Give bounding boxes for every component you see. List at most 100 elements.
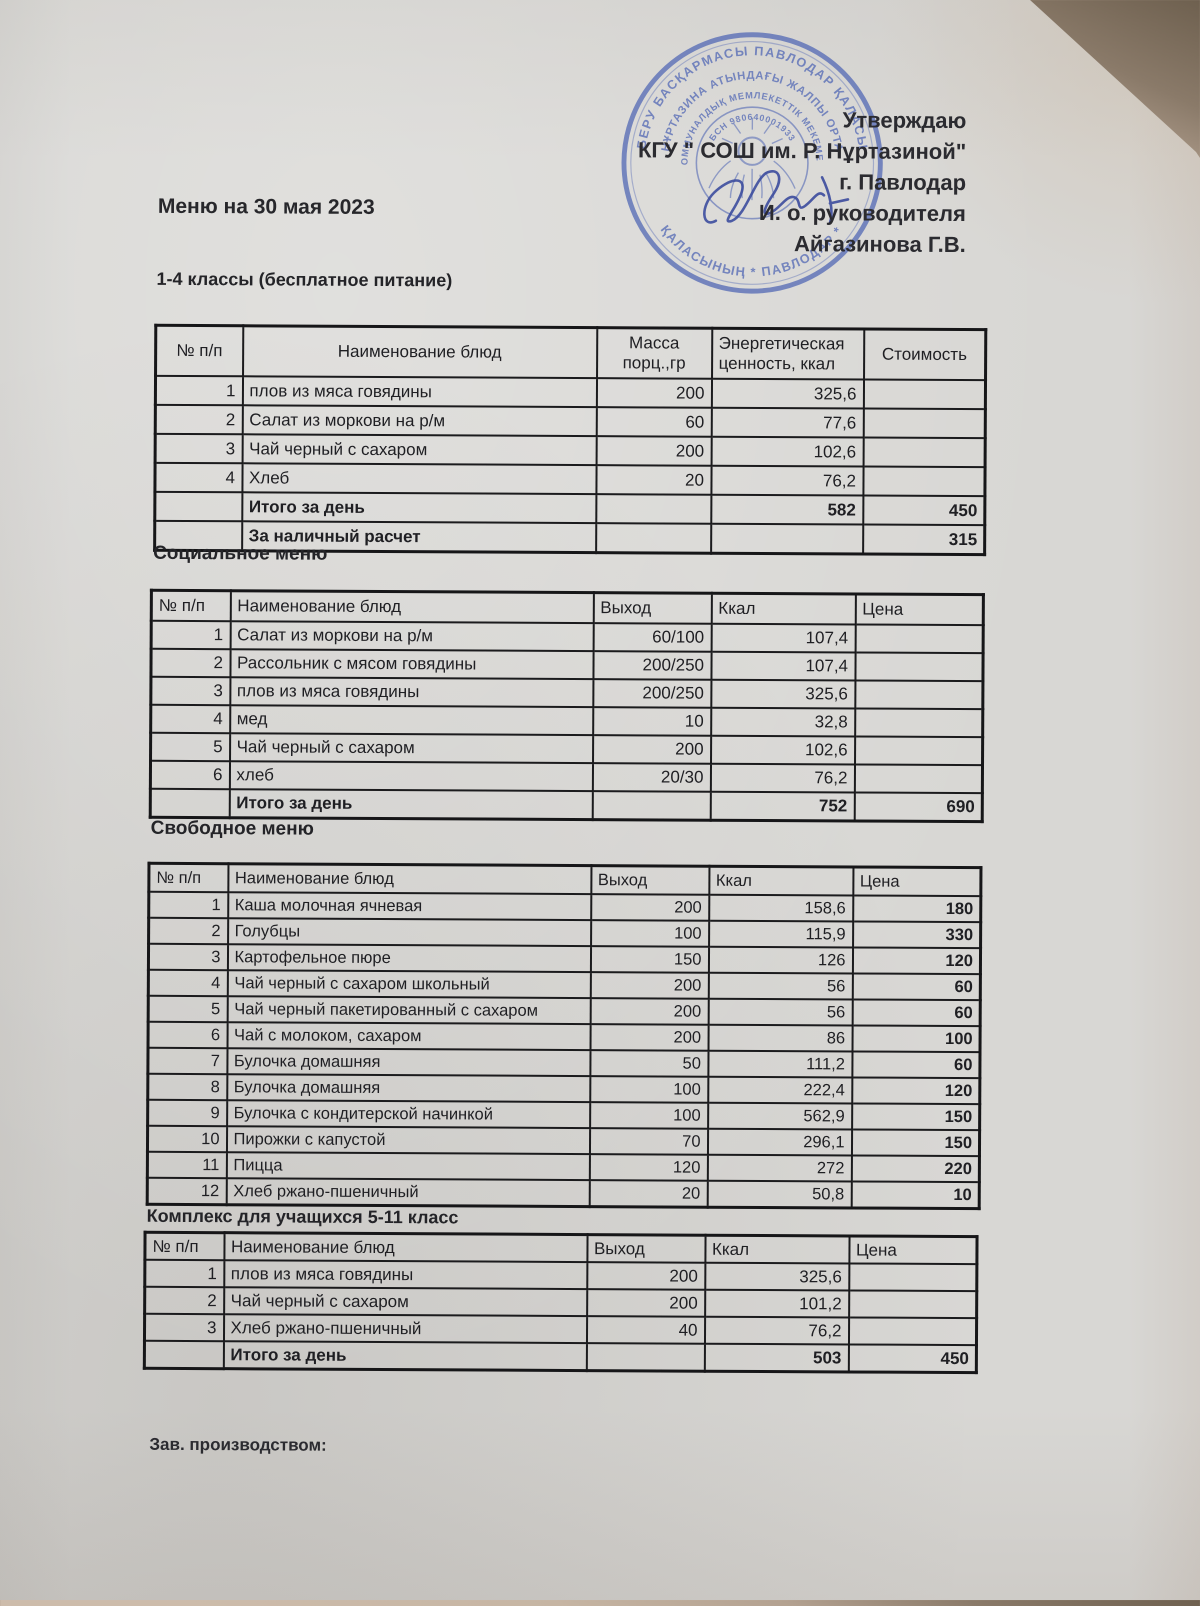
table-cell: 150 <box>590 946 709 973</box>
table-cell <box>855 624 984 654</box>
table-cell: 60 <box>852 999 981 1027</box>
approval-block: Утверждаю КГУ " СОШ им. Р. Нұртазиной" г… <box>637 103 967 260</box>
table-cell: Салат из моркови на р/м <box>242 405 597 437</box>
stamp-emblem <box>708 117 796 201</box>
table-cell: 32,8 <box>710 707 855 737</box>
column-header: Энергетическая ценность, ккал <box>711 328 864 380</box>
table-cell: 150 <box>851 1103 980 1131</box>
table-cell: 115,9 <box>708 920 853 948</box>
column-header: № п/п <box>148 863 228 893</box>
table-cell: 150 <box>851 1129 980 1157</box>
signature-ink <box>703 170 850 225</box>
table-cell: 77,6 <box>711 407 864 438</box>
table-cell: плов из мяса говядины <box>242 376 597 408</box>
table-cell: 120 <box>589 1154 708 1181</box>
table-cell: 450 <box>862 495 985 526</box>
table-cell: 70 <box>589 1128 708 1155</box>
table-cell: 272 <box>707 1154 852 1182</box>
page-title: Меню на 30 мая 2023 <box>157 194 375 219</box>
table-cell: Чай черный пакетированный с сахаром <box>227 996 591 1025</box>
table-cell: 200 <box>596 436 712 466</box>
table-cell: Хлеб ржано-пшеничный <box>226 1178 590 1207</box>
table-cell: 2 <box>144 1286 224 1315</box>
table-cell <box>595 523 711 554</box>
section-title: Комплекс для учащихся 5-11 класс <box>146 1205 459 1228</box>
table-cell: 5 <box>150 732 230 762</box>
table-cell: 56 <box>708 998 853 1026</box>
table-cell <box>863 379 986 410</box>
table-row: 1 плов из мяса говядины 200 325,6 <box>155 375 986 410</box>
table-cell: 200 <box>590 972 709 999</box>
table-cell: 100 <box>589 1102 708 1129</box>
table-cell: 60 <box>596 407 712 437</box>
table-cell: 102,6 <box>711 436 864 467</box>
table-cell: 1 <box>148 891 228 919</box>
table-cell: 315 <box>862 524 985 555</box>
table-cell <box>144 1340 224 1369</box>
table-cell: 76,2 <box>710 763 855 793</box>
column-header: Цена <box>852 866 981 897</box>
column-header: Выход <box>593 592 712 624</box>
table-row: Итого за день 503 450 <box>144 1340 977 1373</box>
table-cell: 200 <box>590 894 709 921</box>
column-header: № п/п <box>155 325 243 377</box>
column-header: Масса порц.,гр <box>596 327 712 379</box>
table-cell: Чай черный с сахаром <box>242 434 597 466</box>
table-row: 1 Салат из моркови на р/м 60/100 107,4 <box>151 620 984 654</box>
table-cell: 1 <box>151 620 231 650</box>
table-cell: 4 <box>150 704 230 734</box>
table-row: Итого за день 752 690 <box>150 788 983 822</box>
table-cell: 20 <box>589 1180 708 1208</box>
table-row: 1 плов из мяса говядины 200 325,6 <box>144 1259 977 1292</box>
table-row: 2 Чай черный с сахаром 200 101,2 <box>144 1286 977 1319</box>
table-cell <box>150 788 230 818</box>
table-cell: 180 <box>852 895 981 923</box>
table-cell <box>595 494 711 524</box>
table-cell: 56 <box>708 972 853 1000</box>
table-cell: 50,8 <box>707 1180 852 1208</box>
table-cell: 50 <box>589 1050 709 1077</box>
table-cell: 11 <box>147 1151 227 1179</box>
table-cell: 60 <box>852 973 981 1001</box>
table-cell: 3 <box>144 1313 224 1342</box>
table-cell <box>710 523 863 555</box>
table-cell: Чай с молоком, сахаром <box>227 1022 591 1051</box>
table-cell <box>863 408 986 439</box>
production-manager-label: Зав. производством: <box>149 1434 327 1455</box>
table-row: 3 плов из мяса говядины 200/250 325,6 <box>150 676 983 710</box>
table-cell: Булочка домашняя <box>226 1048 591 1077</box>
table-cell: 4 <box>148 969 228 997</box>
section-title: Социальное меню <box>153 542 328 565</box>
table-cell: 296,1 <box>707 1128 852 1156</box>
menu-table-free: № п/п Наименование блюд Выход Ккал Цена 1 Каша… <box>145 861 983 1211</box>
table-row: Итого за день 582 450 <box>154 491 985 526</box>
table-cell: Каша молочная ячневая <box>227 892 591 921</box>
table-cell: 120 <box>852 947 981 975</box>
column-header: Ккал <box>704 1235 850 1264</box>
table-cell: 120 <box>851 1077 980 1105</box>
table-cell: 200 <box>586 1289 705 1317</box>
column-header: № п/п <box>151 590 231 622</box>
table-cell: 100 <box>590 920 709 947</box>
table-cell: 9 <box>147 1099 227 1127</box>
table-cell: 20 <box>595 465 712 495</box>
table-cell: 3 <box>150 676 230 706</box>
menu-table-social: № п/п Наименование блюд Выход Ккал Цена 1 Сала… <box>148 588 985 824</box>
table-cell: 450 <box>848 1344 977 1373</box>
table-cell: 200 <box>596 378 712 408</box>
table-cell: плов из мяса говядины <box>223 1260 587 1290</box>
table-cell: 8 <box>147 1073 227 1101</box>
column-header: Наименование блюд <box>227 863 591 895</box>
table-cell: 107,4 <box>711 623 856 653</box>
official-stamp: БЕРУ БАСҚАРМАСЫ ПАВЛОДАР ҚАЛАСЫ ҚАЛАСЫНЫ… <box>614 25 883 294</box>
table-cell: Хлеб <box>241 463 597 495</box>
table-row: 12 Хлеб ржано-пшеничный 20 50,8 10 <box>147 1177 980 1209</box>
table-cell <box>854 680 983 710</box>
table-cell <box>848 1263 977 1292</box>
table-cell: 330 <box>852 921 981 949</box>
table-cell: 60/100 <box>593 623 712 652</box>
table-cell: 126 <box>708 946 853 974</box>
column-header: Ккал <box>708 866 853 896</box>
